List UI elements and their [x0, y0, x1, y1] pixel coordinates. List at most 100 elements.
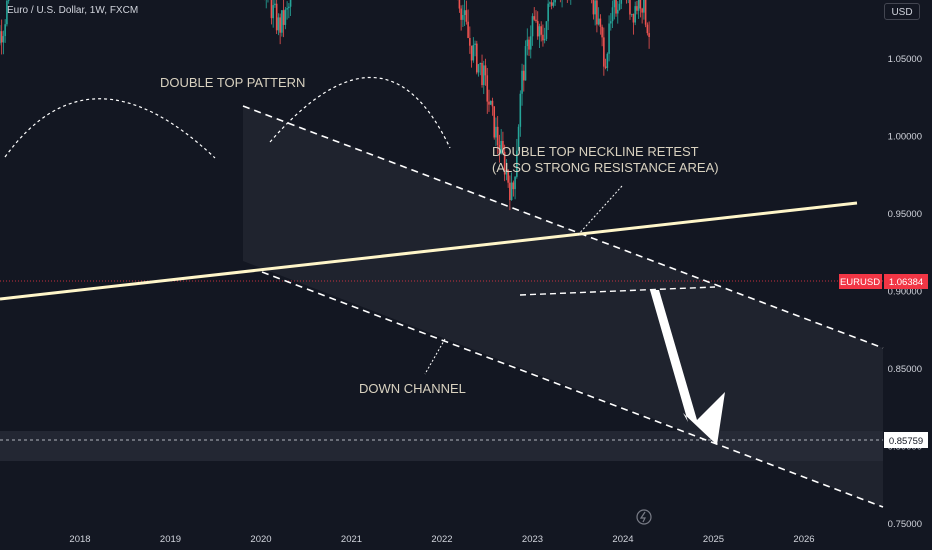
- svg-text:1.06384: 1.06384: [889, 277, 923, 288]
- candle-body: [517, 126, 520, 151]
- candle-body: [275, 3, 278, 31]
- price-tick-label: 0.85000: [888, 364, 922, 375]
- target-zone: [0, 431, 883, 461]
- candle-body: [469, 37, 471, 46]
- candle-body: [463, 10, 466, 16]
- candle-body: [543, 38, 546, 41]
- candle-body: [547, 3, 549, 22]
- candle-body: [491, 100, 494, 107]
- candle-body: [636, 6, 638, 11]
- projection-arrow: [650, 290, 725, 445]
- candle-body: [516, 150, 518, 177]
- candle-body: [460, 8, 462, 20]
- candle-body: [7, 0, 10, 1]
- symbol-tag: EURUSD: [839, 274, 882, 289]
- svg-text:0.85759: 0.85759: [889, 436, 923, 447]
- candle-body: [512, 182, 515, 190]
- svg-text:EURUSD: EURUSD: [840, 277, 880, 288]
- price-tick-label: 0.75000: [888, 519, 922, 530]
- retest-pointer: [577, 185, 623, 236]
- candle-body: [503, 151, 506, 175]
- candle-body: [476, 43, 478, 73]
- candlestick-series: [0, 0, 650, 211]
- candle-body: [637, 0, 640, 11]
- candle-body: [507, 170, 509, 183]
- time-tick-label: 2020: [250, 534, 271, 545]
- candle-body: [465, 10, 468, 22]
- candle-body: [536, 21, 539, 37]
- candle-body: [467, 21, 469, 38]
- candle-body: [493, 106, 496, 138]
- candle-body: [288, 6, 290, 9]
- channel-label: DOWN CHANNEL: [359, 381, 466, 396]
- candle-body: [538, 26, 541, 37]
- price-tick-label: 1.05000: [888, 54, 922, 65]
- candle-body: [615, 0, 617, 14]
- neckline-label-2: (ALSO STRONG RESISTANCE AREA): [492, 160, 719, 175]
- candle-body: [608, 23, 610, 54]
- candle-body: [502, 140, 504, 152]
- candle-body: [270, 0, 273, 19]
- candle-body: [509, 182, 511, 201]
- candle-body: [618, 3, 621, 10]
- candle-body: [597, 18, 600, 25]
- price-axis[interactable]: 1.350001.300001.250001.200001.150001.100…: [888, 0, 922, 530]
- candle-body: [522, 70, 525, 81]
- candle-body: [6, 0, 8, 25]
- candle-body: [542, 34, 544, 41]
- candle-body: [2, 36, 5, 43]
- retest-neckline: [519, 286, 716, 296]
- time-tick-label: 2023: [522, 534, 543, 545]
- candle-body: [274, 3, 276, 6]
- candle-body: [279, 17, 281, 33]
- time-axis[interactable]: 2018 2019 2020 2021 2022 2023 2024 2025 2026: [69, 534, 814, 545]
- time-tick-label: 2025: [703, 534, 724, 545]
- candle-body: [634, 6, 636, 23]
- candle-body: [549, 2, 551, 4]
- candle-body: [488, 101, 490, 105]
- price-tick-label: 0.90000: [888, 287, 922, 298]
- candle-body: [482, 65, 485, 86]
- candle-body: [528, 39, 530, 50]
- candle-body: [629, 0, 631, 15]
- candle-body: [648, 33, 650, 37]
- channel-upper-line: [242, 105, 884, 349]
- candle-body: [644, 0, 647, 25]
- candle-body: [616, 9, 619, 14]
- candle-body: [620, 0, 623, 4]
- currency-button[interactable]: USD: [884, 3, 920, 20]
- candle-body: [500, 140, 502, 154]
- candle-body: [495, 126, 497, 138]
- neckline-trendline: [0, 201, 858, 301]
- candle-body: [479, 62, 482, 65]
- candle-body: [599, 18, 602, 27]
- candle-body: [289, 0, 292, 7]
- candle-body: [498, 144, 501, 154]
- time-tick-label: 2022: [431, 534, 452, 545]
- candle-body: [458, 0, 461, 9]
- neckline-label-1: DOUBLE TOP NECKLINE RETEST: [492, 144, 699, 159]
- candle-body: [554, 0, 556, 3]
- candle-body: [529, 36, 532, 50]
- candle-body: [510, 182, 513, 201]
- candle-body: [535, 19, 537, 22]
- candle-body: [594, 0, 596, 15]
- candle-body: [613, 0, 616, 8]
- replay-icon[interactable]: [636, 509, 652, 525]
- candle-body: [496, 126, 499, 145]
- candle-body: [470, 45, 473, 61]
- candle-body: [277, 17, 280, 31]
- candle-body: [272, 5, 274, 19]
- candle-body: [282, 10, 285, 25]
- target-level-tag: 0.85759: [884, 432, 928, 448]
- candle-body: [524, 46, 527, 81]
- channel-pointer: [424, 338, 446, 375]
- candle-body: [521, 70, 523, 94]
- candle-body: [281, 10, 283, 33]
- candle-body: [552, 2, 555, 6]
- double-top-label: DOUBLE TOP PATTERN: [160, 75, 305, 90]
- candle-body: [533, 16, 536, 20]
- candle-body: [601, 26, 603, 38]
- candle-body: [630, 13, 633, 15]
